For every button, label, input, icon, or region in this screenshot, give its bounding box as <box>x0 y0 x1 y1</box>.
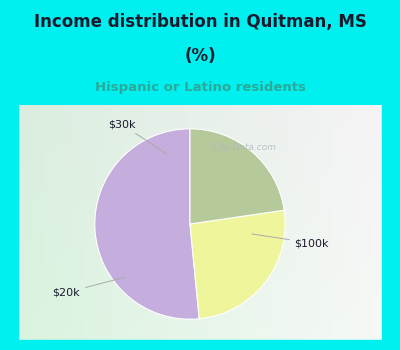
Bar <box>0 105 18 350</box>
Bar <box>382 105 400 350</box>
Text: $100k: $100k <box>252 234 329 248</box>
Text: Income distribution in Quitman, MS: Income distribution in Quitman, MS <box>34 13 366 30</box>
Wedge shape <box>95 129 199 319</box>
Wedge shape <box>190 129 284 224</box>
Text: Hispanic or Latino residents: Hispanic or Latino residents <box>94 82 306 95</box>
Bar <box>0 340 400 350</box>
Text: $20k: $20k <box>52 277 126 297</box>
Text: $30k: $30k <box>108 119 167 154</box>
Text: City-Data.com: City-Data.com <box>213 144 277 152</box>
Text: (%): (%) <box>184 47 216 65</box>
Wedge shape <box>190 210 285 319</box>
